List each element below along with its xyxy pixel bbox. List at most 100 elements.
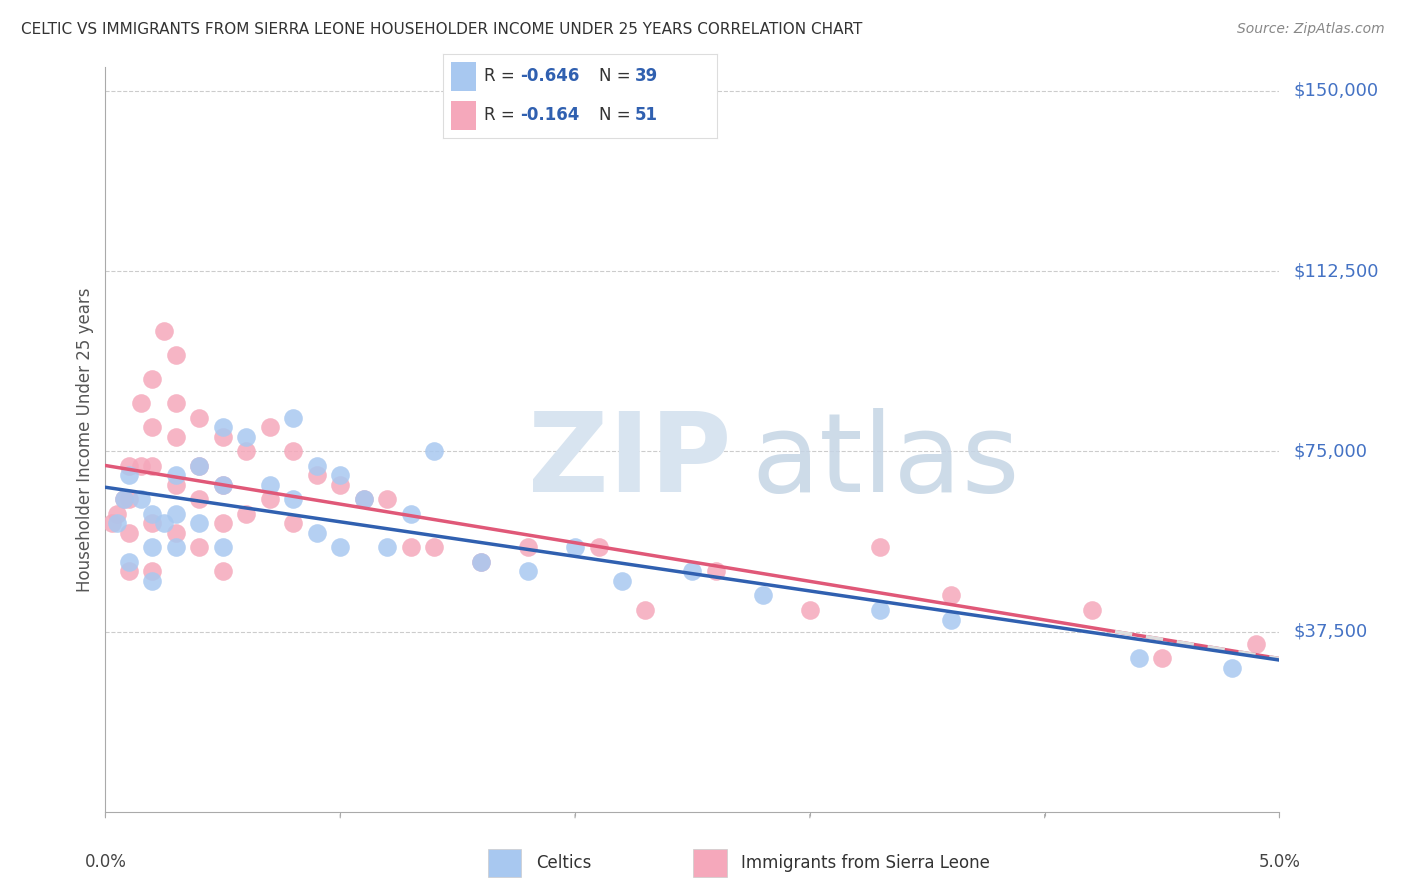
Point: [118, 492, 141, 507]
Point: [869, 541, 891, 555]
Point: [211, 478, 233, 492]
Point: [153, 324, 176, 338]
Point: [1244, 636, 1267, 650]
Point: [235, 507, 257, 521]
Point: [153, 516, 176, 531]
Point: [305, 526, 328, 541]
Point: [165, 526, 187, 541]
Point: [423, 541, 446, 555]
Point: [283, 492, 305, 507]
Point: [682, 565, 704, 579]
Point: [141, 420, 163, 434]
Point: [165, 430, 187, 444]
Text: N =: N =: [599, 67, 636, 85]
Point: [423, 444, 446, 458]
Text: -0.646: -0.646: [520, 67, 579, 85]
Point: [165, 396, 187, 410]
Point: [752, 589, 775, 603]
Point: [305, 468, 328, 483]
Point: [939, 589, 962, 603]
Point: [118, 526, 141, 541]
Point: [564, 541, 586, 555]
FancyBboxPatch shape: [693, 849, 727, 877]
Point: [141, 516, 163, 531]
Point: [188, 458, 211, 473]
Text: 0.0%: 0.0%: [84, 853, 127, 871]
Point: [399, 541, 422, 555]
Point: [188, 516, 211, 531]
Point: [141, 458, 163, 473]
Text: $37,500: $37,500: [1294, 623, 1368, 640]
Point: [211, 541, 233, 555]
Point: [235, 430, 257, 444]
Point: [141, 372, 163, 386]
Point: [283, 516, 305, 531]
Point: [329, 478, 352, 492]
Point: [211, 565, 233, 579]
Point: [112, 492, 135, 507]
Point: [118, 555, 141, 569]
Point: [105, 516, 128, 531]
Text: 5.0%: 5.0%: [1258, 853, 1301, 871]
Point: [141, 574, 163, 588]
Text: $150,000: $150,000: [1294, 82, 1379, 100]
Point: [799, 603, 821, 617]
Point: [165, 478, 187, 492]
Text: R =: R =: [484, 105, 520, 123]
Point: [470, 555, 492, 569]
Point: [118, 468, 141, 483]
Text: R =: R =: [484, 67, 520, 85]
Point: [188, 410, 211, 425]
Point: [129, 396, 152, 410]
Point: [118, 458, 141, 473]
Point: [165, 348, 187, 362]
Point: [259, 478, 281, 492]
Point: [1080, 603, 1102, 617]
Text: $75,000: $75,000: [1294, 442, 1368, 460]
Point: [1222, 660, 1244, 674]
Point: [375, 541, 398, 555]
Point: [188, 541, 211, 555]
Text: $112,500: $112,500: [1294, 262, 1379, 280]
Point: [517, 565, 540, 579]
Text: Celtics: Celtics: [536, 854, 591, 872]
Point: [118, 565, 141, 579]
Text: CELTIC VS IMMIGRANTS FROM SIERRA LEONE HOUSEHOLDER INCOME UNDER 25 YEARS CORRELA: CELTIC VS IMMIGRANTS FROM SIERRA LEONE H…: [21, 22, 862, 37]
Text: Immigrants from Sierra Leone: Immigrants from Sierra Leone: [741, 854, 990, 872]
Point: [211, 430, 233, 444]
Point: [165, 541, 187, 555]
Point: [101, 516, 124, 531]
Point: [129, 492, 152, 507]
Point: [188, 492, 211, 507]
Text: ZIP: ZIP: [529, 409, 731, 516]
Point: [470, 555, 492, 569]
Point: [188, 458, 211, 473]
FancyBboxPatch shape: [451, 62, 475, 91]
Point: [1150, 651, 1173, 665]
Point: [329, 541, 352, 555]
Point: [141, 541, 163, 555]
Point: [588, 541, 610, 555]
Point: [869, 603, 891, 617]
Point: [141, 565, 163, 579]
Point: [704, 565, 727, 579]
Point: [259, 492, 281, 507]
Point: [1128, 651, 1150, 665]
FancyBboxPatch shape: [488, 849, 522, 877]
Point: [129, 458, 152, 473]
Text: atlas: atlas: [751, 409, 1019, 516]
Point: [939, 613, 962, 627]
Text: Source: ZipAtlas.com: Source: ZipAtlas.com: [1237, 22, 1385, 37]
Text: 51: 51: [636, 105, 658, 123]
Point: [211, 420, 233, 434]
Text: -0.164: -0.164: [520, 105, 579, 123]
Point: [283, 444, 305, 458]
Point: [305, 458, 328, 473]
Y-axis label: Householder Income Under 25 years: Householder Income Under 25 years: [76, 287, 94, 591]
Point: [375, 492, 398, 507]
Point: [211, 478, 233, 492]
Point: [283, 410, 305, 425]
Point: [353, 492, 375, 507]
Point: [610, 574, 633, 588]
Point: [329, 468, 352, 483]
